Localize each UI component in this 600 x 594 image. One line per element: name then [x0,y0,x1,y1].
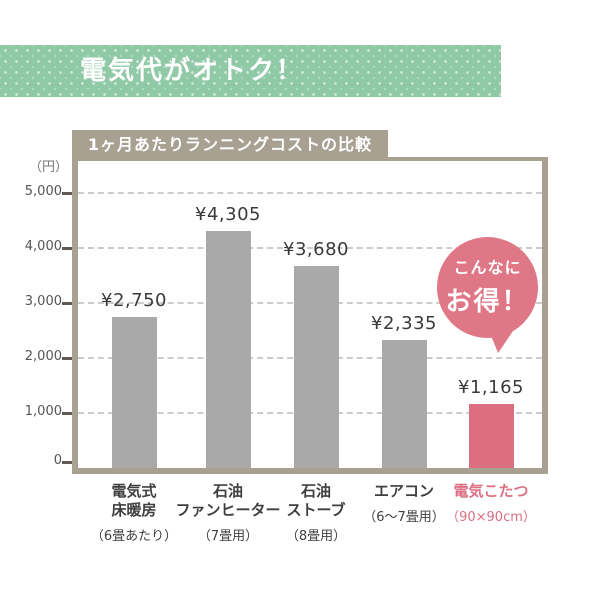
savings-badge-tail-icon [489,331,513,353]
y-tick-label-2000: 2,000 [24,349,62,364]
value-label-1: ¥2,750 [101,290,167,311]
y-tick-4000 [62,247,72,250]
y-tick-1000 [62,412,72,415]
bar-3 [293,266,339,468]
category-size-note: （6畳あたり） [90,529,178,544]
y-tick-2000 [62,357,72,360]
page-title: 電気代がオトク！ [80,56,305,86]
category-name: エアコン [373,482,434,500]
category-size-note: （7畳用） [197,529,259,544]
category-name: 電気式 床暖房 [111,482,157,519]
category-size-note: （6〜7畳用） [363,510,445,525]
category-name: 石油 ストーブ [286,482,346,519]
value-label-5: ¥1,165 [458,377,524,398]
value-label-3: ¥3,680 [283,239,349,260]
chart-title-banner: 1ヶ月あたりランニングコストの比較 [72,130,388,160]
value-label-2: ¥4,305 [195,204,261,225]
bar-5 [468,404,514,468]
y-tick-label-4000: 4,000 [24,239,62,254]
bar-1 [111,317,157,468]
bar-4 [381,340,427,468]
category-label-4: エアコン （6〜7畳用） [348,482,460,525]
value-label-4: ¥2,335 [371,313,437,334]
header-banner: 電気代がオトク！ [0,45,501,97]
savings-badge-line1: こんなに [453,258,522,277]
y-tick-label-0: 0 [53,453,62,468]
y-axis-unit-label: （円） [28,160,68,175]
y-tick-label-5000: 5,000 [24,184,62,199]
bar-2 [205,231,251,468]
y-tick-5000 [62,192,72,195]
chart-title: 1ヶ月あたりランニングコストの比較 [87,135,373,154]
category-label-5: 電気こたつ （90×90cm） [435,482,547,525]
savings-badge: こんなに お得！ [437,237,538,338]
y-tick-label-3000: 3,000 [24,294,62,309]
y-axis-line [72,157,78,474]
category-name: 石油 ファンヒーター [175,482,281,519]
category-label-3: 石油 ストーブ （8畳用） [260,482,372,544]
category-label-1: 電気式 床暖房 （6畳あたり） [78,482,190,544]
category-name: 電気こたつ [453,482,529,500]
y-tick-label-1000: 1,000 [24,404,62,419]
category-label-2: 石油 ファンヒーター （7畳用） [172,482,284,544]
gridline-4000 [78,247,542,249]
savings-badge-line2: お得！ [445,287,530,317]
gridline-5000 [78,192,542,194]
x-axis-line [72,468,548,474]
plot-border-right [542,157,548,474]
y-tick-0 [62,461,72,464]
y-tick-3000 [62,302,72,305]
category-size-note: （90×90cm） [446,510,536,525]
category-size-note: （8畳用） [285,529,347,544]
